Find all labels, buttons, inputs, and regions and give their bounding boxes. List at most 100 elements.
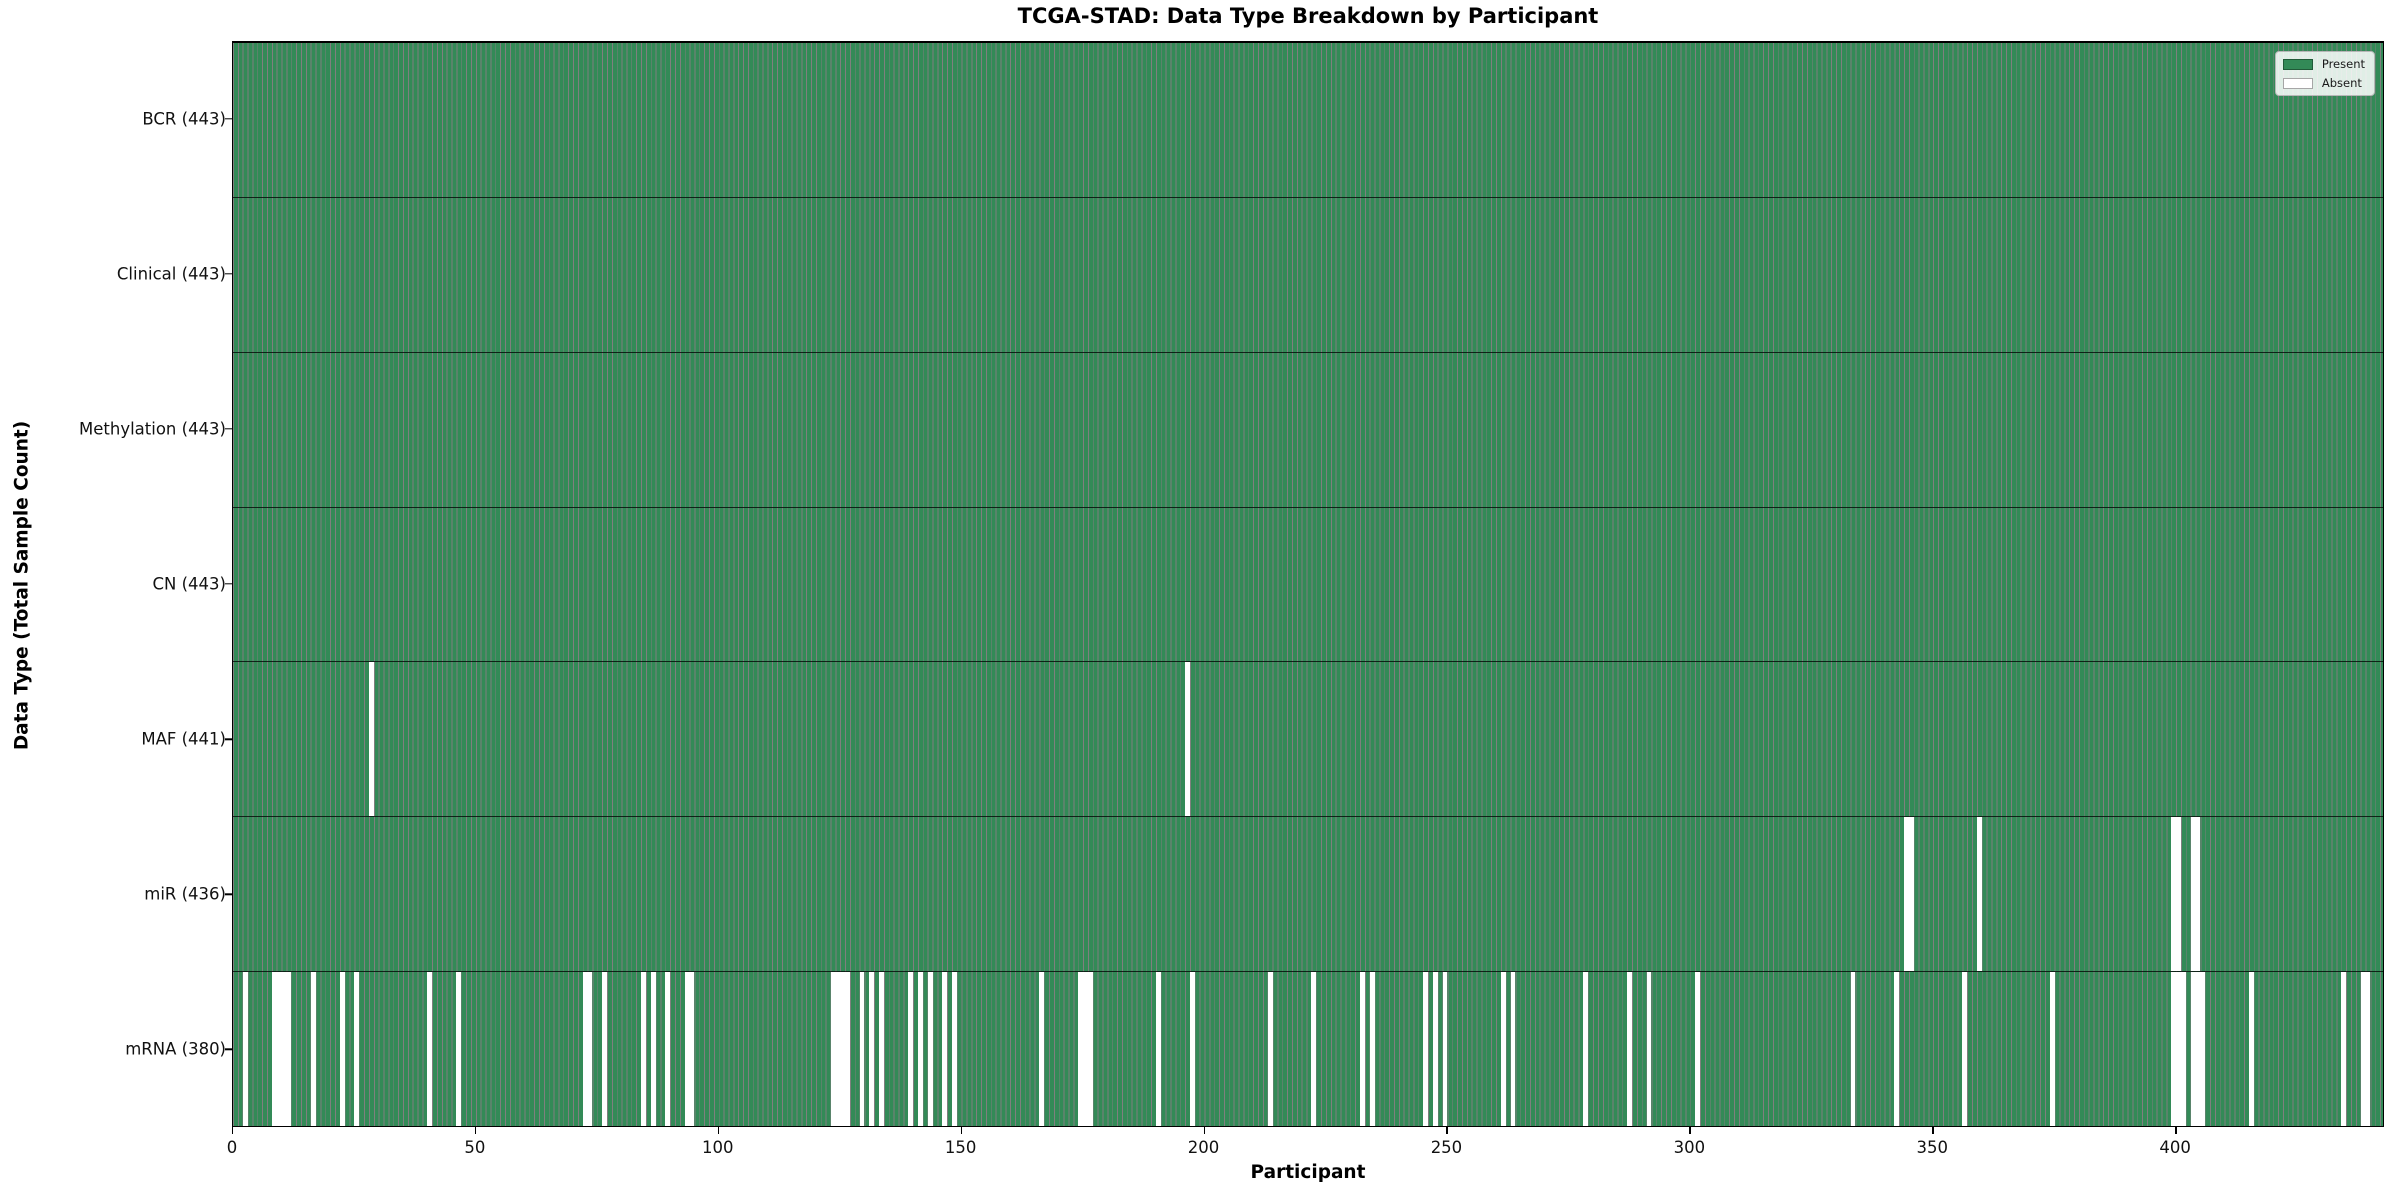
absent-cell <box>942 972 948 1127</box>
absent-cell <box>1500 972 1506 1127</box>
legend-absent-label: Absent <box>2321 76 2362 90</box>
legend-entry-present: Present <box>2282 57 2365 71</box>
x-tick-label-400: 400 <box>2159 1138 2191 1157</box>
y-tick-mark <box>225 1048 232 1051</box>
absent-cell <box>951 972 957 1127</box>
absent-cell <box>369 662 374 817</box>
absent-cell <box>1423 972 1428 1127</box>
legend: Present Absent <box>2274 51 2375 96</box>
absent-cell <box>2190 972 2196 1127</box>
absent-cell <box>339 972 345 1127</box>
absent-cell <box>2360 972 2366 1127</box>
absent-cell <box>1267 972 1273 1127</box>
x-tick-label-50: 50 <box>464 1138 486 1157</box>
absent-cell <box>1908 817 1914 972</box>
absent-cell <box>271 972 277 1127</box>
absent-cell <box>1311 972 1317 1127</box>
x-tick-label-200: 200 <box>1187 1138 1220 1157</box>
plot-area: Present Absent <box>232 41 2384 1127</box>
absent-cell <box>1369 972 1375 1127</box>
absent-cell <box>587 972 593 1127</box>
x-tick-mark <box>960 1127 963 1134</box>
absent-cell <box>641 972 646 1127</box>
x-tick-mark <box>232 1127 234 1134</box>
y-tick-mark <box>225 893 232 895</box>
x-tick-mark <box>2175 1127 2177 1134</box>
heatmap-row-MAF <box>233 662 2383 818</box>
absent-cell <box>276 972 282 1127</box>
y-tick-mark <box>225 117 232 120</box>
absent-cell <box>427 972 433 1127</box>
y-tick-label-miR: miR (436) <box>144 884 226 904</box>
x-tick-label-300: 300 <box>1673 1138 1706 1157</box>
absent-cell <box>830 972 836 1127</box>
absent-cell <box>1627 972 1633 1127</box>
absent-cell <box>840 972 846 1127</box>
absent-swatch-icon <box>2282 77 2313 89</box>
y-tick-label-Clinical: Clinical (443) <box>116 264 226 284</box>
legend-present-label: Present <box>2321 57 2365 71</box>
heatmap-row-BCR <box>233 43 2383 198</box>
absent-cell <box>1078 972 1084 1127</box>
x-tick-mark <box>474 1127 477 1134</box>
absent-cell <box>2200 972 2206 1127</box>
absent-cell <box>650 972 656 1127</box>
y-tick-label-BCR: BCR (443) <box>142 109 226 129</box>
absent-cell <box>1185 662 1190 817</box>
absent-cell <box>927 972 933 1127</box>
absent-cell <box>602 972 608 1127</box>
absent-cell <box>456 972 462 1127</box>
absent-cell <box>859 972 865 1127</box>
y-tick-mark <box>225 273 232 275</box>
absent-cell <box>2049 972 2055 1127</box>
x-tick-mark <box>1689 1127 1691 1134</box>
absent-cell <box>1583 972 1589 1127</box>
absent-cell <box>2171 817 2177 972</box>
absent-cell <box>242 972 248 1127</box>
absent-cell <box>1695 972 1701 1127</box>
absent-cell <box>1155 972 1161 1127</box>
absent-cell <box>286 972 292 1127</box>
absent-cell <box>310 972 316 1127</box>
absent-cell <box>2195 972 2201 1127</box>
heatmap-row-Methylation <box>233 352 2383 508</box>
absent-cell <box>1083 972 1088 1127</box>
heatmap-row-miR <box>233 817 2383 973</box>
x-tick-label-150: 150 <box>944 1138 977 1157</box>
absent-cell <box>1189 972 1195 1127</box>
absent-cell <box>689 972 695 1127</box>
absent-cell <box>2171 972 2177 1127</box>
x-axis-title: Participant <box>1250 1162 1366 1183</box>
absent-cell <box>869 972 875 1127</box>
absent-cell <box>1442 972 1448 1127</box>
y-tick-label-MAF: MAF (441) <box>141 729 226 749</box>
absent-cell <box>2341 972 2347 1127</box>
present-swatch-icon <box>2282 58 2313 70</box>
y-tick-mark <box>225 428 232 430</box>
heatmap-row-Clinical <box>233 197 2383 353</box>
absent-cell <box>354 972 360 1127</box>
absent-cell <box>2195 817 2201 972</box>
x-tick-label-0: 0 <box>226 1138 238 1157</box>
heatmap-row-mRNA <box>233 972 2383 1127</box>
x-tick-mark <box>717 1127 720 1134</box>
absent-cell <box>665 972 671 1127</box>
legend-entry-absent: Absent <box>2282 76 2365 90</box>
y-tick-mark <box>225 583 232 585</box>
x-tick-label-350: 350 <box>1916 1138 1948 1157</box>
absent-cell <box>1087 972 1093 1127</box>
absent-cell <box>1904 817 1909 972</box>
absent-cell <box>917 972 923 1127</box>
absent-cell <box>1646 972 1652 1127</box>
absent-cell <box>684 972 690 1127</box>
absent-cell <box>845 972 850 1127</box>
absent-cell <box>2176 817 2181 972</box>
x-tick-label-250: 250 <box>1430 1138 1463 1157</box>
absent-cell <box>879 972 884 1127</box>
x-tick-label-100: 100 <box>702 1138 734 1157</box>
absent-cell <box>1894 972 1900 1127</box>
heatmap-row-CN <box>233 507 2383 663</box>
absent-cell <box>1360 972 1365 1127</box>
absent-cell <box>1039 972 1045 1127</box>
